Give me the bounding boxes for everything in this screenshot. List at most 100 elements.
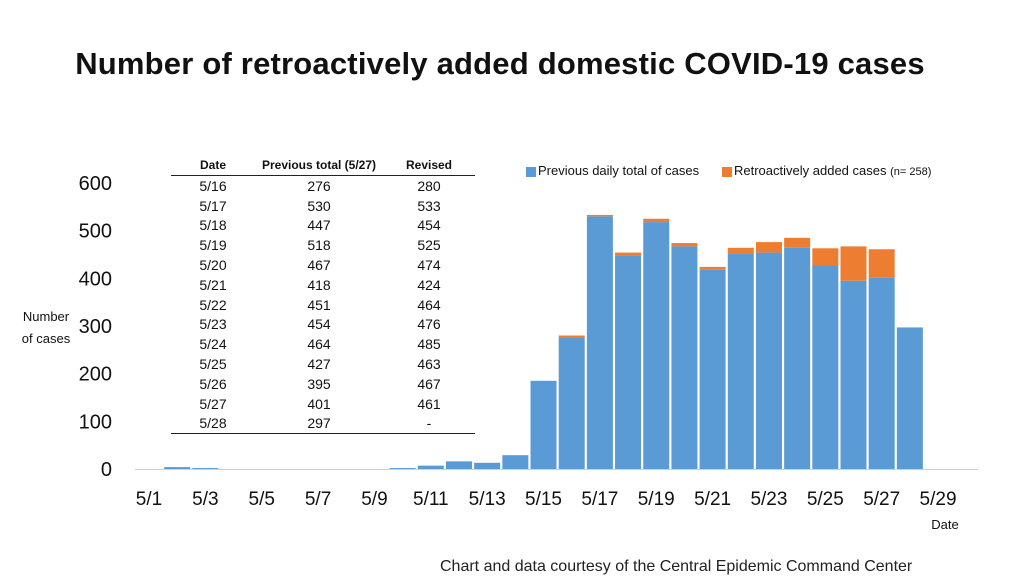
table-header-revised: Revised: [383, 155, 475, 176]
table-cell-date: 5/16: [199, 177, 227, 194]
table-cell-previous: 427: [307, 356, 331, 373]
bar-retroactive: [868, 249, 895, 278]
x-tick-label: 5/11: [413, 489, 449, 510]
table-cell-revised: 454: [417, 217, 441, 234]
bar-previous: [474, 462, 501, 469]
bar-retroactive: [699, 266, 726, 270]
bar-previous: [896, 327, 923, 469]
bar-previous: [784, 247, 811, 469]
table-cell-previous: 418: [307, 276, 331, 293]
table-cell-date: 5/27: [199, 395, 227, 412]
bar-retroactive: [671, 243, 698, 247]
table-cell-date: 5/23: [199, 316, 227, 333]
table-cell-revised: 474: [417, 257, 441, 274]
table-cell-revised: 463: [417, 356, 441, 373]
legend-n-note: (n= 258): [890, 166, 932, 178]
table-cell-date: 5/28: [171, 413, 255, 435]
bar-previous: [840, 280, 867, 469]
y-tick-label: 100: [79, 411, 112, 433]
table-header-date: Date: [171, 155, 255, 176]
bar-retroactive: [812, 248, 839, 266]
revision-table: Date Previous total (5/27) Revised 5/16 2…: [171, 155, 475, 435]
table-cell-revised: 476: [417, 316, 441, 333]
y-axis-label-line-2: of cases: [21, 331, 71, 346]
table-cell-previous: 518: [307, 237, 331, 254]
table-cell-revised: 280: [417, 177, 441, 194]
table-cell-date: 5/17: [199, 197, 227, 214]
bar-retroactive: [643, 218, 670, 223]
bar-previous: [586, 216, 613, 469]
table-cell-previous: 451: [307, 296, 331, 313]
bar-previous: [755, 252, 782, 469]
y-tick-label: 200: [79, 364, 112, 386]
x-axis-label: Date: [931, 517, 959, 532]
source-credit: Chart and data courtesy of the Central E…: [440, 558, 913, 575]
x-tick-label: 5/25: [807, 489, 844, 510]
table-cell-date: 5/21: [199, 276, 227, 293]
x-tick-label: 5/3: [192, 489, 218, 510]
bar-retroactive: [840, 246, 867, 281]
table-cell-revised: 424: [417, 276, 441, 293]
bar-previous: [643, 222, 670, 469]
bar-previous: [671, 246, 698, 469]
table-row: 5/24 464 485: [171, 334, 475, 354]
bar-retroactive: [586, 214, 613, 217]
y-tick-label: 500: [79, 221, 112, 243]
bar-previous: [502, 455, 529, 469]
bar-previous: [558, 337, 585, 469]
legend-swatch-previous: [526, 167, 536, 177]
y-tick-label: 400: [79, 268, 112, 290]
table-cell-previous: 467: [307, 257, 331, 274]
table-header-previous: Previous total (5/27): [255, 155, 383, 176]
table-cell-previous: 454: [307, 316, 331, 333]
table-cell-date: 5/18: [199, 217, 227, 234]
legend-label-previous: Previous daily total of cases: [538, 163, 700, 178]
table-row: 5/28 297-: [171, 413, 475, 435]
table-cell-previous: 447: [307, 217, 331, 234]
bar-previous: [445, 461, 472, 469]
table-cell-revised: 485: [417, 336, 441, 353]
table-row: 5/19 518 525: [171, 235, 475, 255]
x-tick-label: 5/15: [525, 489, 562, 510]
table-cell-date: 5/25: [199, 356, 227, 373]
table-row: 5/26 395 467: [171, 374, 475, 394]
x-tick-label: 5/29: [920, 489, 957, 510]
y-tick-label: 0: [101, 459, 112, 481]
table-row: 5/21 418 424: [171, 275, 475, 295]
bar-previous: [812, 265, 839, 469]
bar-retroactive: [558, 335, 585, 338]
table-cell-revised: 533: [417, 197, 441, 214]
bar-previous: [389, 468, 416, 469]
bar-previous: [699, 269, 726, 469]
bar-retroactive: [727, 247, 754, 255]
x-tick-label: 5/23: [750, 489, 787, 510]
x-tick-label: 5/5: [249, 489, 275, 510]
table-cell-revised: 467: [417, 375, 441, 392]
legend-label-retroactive-wrap: Retroactively added cases (n= 258): [734, 163, 931, 178]
chart-title: Number of retroactively added domestic C…: [75, 46, 925, 81]
x-tick-label: 5/7: [305, 489, 331, 510]
table-row: 5/17 530 533: [171, 196, 475, 216]
table-row: 5/27 401 461: [171, 394, 475, 414]
table-row: 5/23 454 476: [171, 315, 475, 335]
table-cell-revised: 464: [417, 296, 441, 313]
x-tick-label: 5/21: [694, 489, 731, 510]
table-row: 5/22 451 464: [171, 295, 475, 315]
table-cell-date: 5/26: [199, 375, 227, 392]
y-tick-label: 600: [79, 173, 112, 195]
x-tick-label: 5/27: [863, 489, 900, 510]
bar-previous: [727, 254, 754, 469]
bar-previous: [615, 255, 642, 469]
table-cell-previous: 401: [307, 395, 331, 412]
table-cell-date: 5/24: [199, 336, 227, 353]
y-axis-label: Number of cases: [8, 306, 84, 350]
x-tick-label: 5/13: [469, 489, 506, 510]
table-body: 5/16 276 280 5/17 530 533 5/18 447 454 5/19 518 525…: [171, 176, 475, 435]
table-cell-date: 5/19: [199, 237, 227, 254]
bar-previous: [530, 380, 557, 469]
table-row: 5/25 427 463: [171, 354, 475, 374]
table-header-row: Date Previous total (5/27) Revised: [171, 155, 475, 176]
table-cell-previous: 464: [307, 336, 331, 353]
table-cell-previous: 395: [307, 375, 331, 392]
